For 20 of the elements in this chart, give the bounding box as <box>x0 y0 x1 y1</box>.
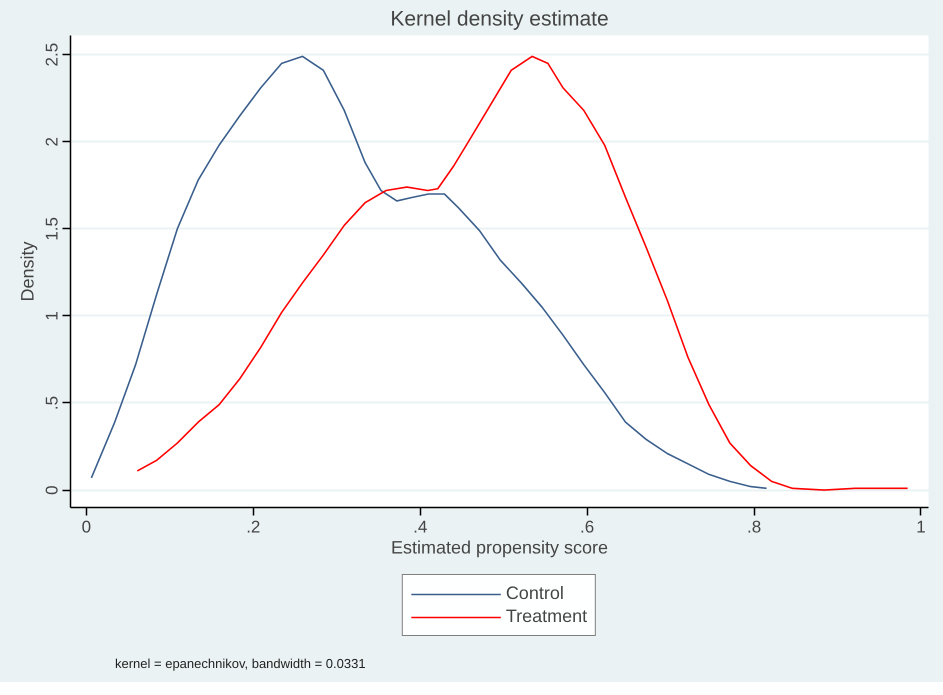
y-axis-title: Density <box>18 241 38 302</box>
chart-title: Kernel density estimate <box>390 8 609 30</box>
x-tick-label: 0 <box>82 518 92 536</box>
y-tick-label: 1 <box>42 311 62 321</box>
legend-label: Treatment <box>506 606 588 627</box>
y-tick-label: 1.5 <box>42 217 62 241</box>
x-axis-title: Estimated propensity score <box>390 538 608 558</box>
legend-label: Control <box>506 583 564 604</box>
y-tick-label: 2.5 <box>42 42 62 66</box>
line-series <box>90 56 768 490</box>
x-tick-label: .6 <box>580 518 594 536</box>
y-tick-label: 0 <box>42 485 62 495</box>
y-tick-label: .5 <box>42 396 62 410</box>
line-series <box>136 56 908 491</box>
x-tick-label: .2 <box>246 518 260 536</box>
text: kernel = epanechnikov, bandwidth = 0.0331 <box>115 655 366 673</box>
y-tick-label: 2 <box>42 137 62 146</box>
x-tick-label: .8 <box>746 518 762 536</box>
x-tick-label: .4 <box>413 518 428 536</box>
x-tick-label: 1 <box>916 518 926 536</box>
